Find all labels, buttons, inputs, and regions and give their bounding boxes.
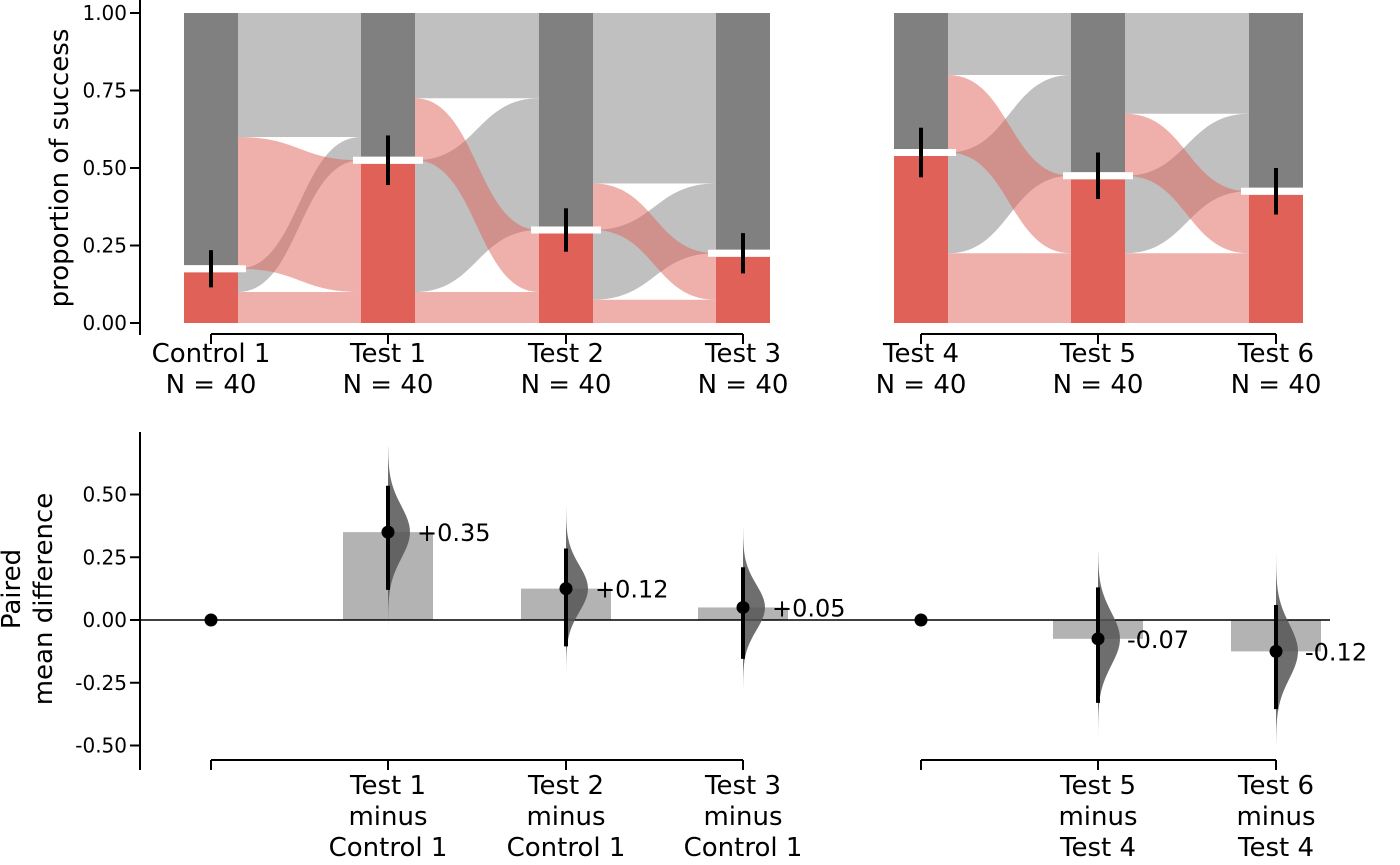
x-tick-n-label: N = 40: [343, 370, 434, 400]
flow-fail-to-fail: [415, 13, 539, 99]
y-tick-label: 1.00: [82, 1, 127, 25]
flow-fail-to-fail: [1125, 13, 1249, 114]
x-tick-n-label: N = 40: [521, 370, 612, 400]
y-tick-label: 0.00: [82, 311, 127, 335]
x-tick-label: minus: [1236, 802, 1315, 832]
success-bar: [1249, 194, 1303, 323]
failure-bar: [716, 13, 770, 250]
bootstrap-half-violin: [1098, 552, 1120, 738]
effect-size-label: -0.12: [1305, 638, 1367, 666]
x-tick-label: Test 2: [527, 771, 604, 801]
effect-size-labels: +0.35 +0.12 +0.05 -0.07 -0.12: [417, 519, 1367, 666]
flow-fail-to-success: [1125, 113, 1249, 254]
flow-fail-to-fail: [593, 13, 716, 184]
x-tick-label: Test 3: [704, 339, 781, 369]
effect-size-points: [204, 485, 1283, 710]
effect-size-label: +0.35: [417, 519, 491, 547]
proportion-y-axis-label: proportion of success: [45, 29, 75, 308]
bootstrap-half-violin: [388, 446, 410, 631]
x-tick-label: Test 6: [1237, 771, 1314, 801]
x-tick-n-label: N = 40: [1231, 370, 1322, 400]
success-bar: [361, 163, 415, 323]
y-tick-label: 0.75: [82, 79, 127, 103]
x-tick-label: Test 5: [1059, 339, 1136, 369]
x-tick-label: Test 5: [1059, 771, 1136, 801]
x-tick-label: minus: [703, 802, 782, 832]
x-tick-label: Control 1: [329, 833, 448, 863]
x-tick-n-label: N = 40: [876, 370, 967, 400]
sankey-flows: [238, 13, 1249, 323]
x-tick-label: Control 1: [152, 339, 271, 369]
y-tick-label: 0.25: [82, 545, 127, 569]
reference-point: [204, 613, 218, 627]
flow-fail-to-fail: [948, 13, 1071, 75]
bootstrap-half-violin: [743, 527, 765, 688]
effect-size-point: [559, 582, 573, 596]
x-tick-label: Test 4: [1237, 833, 1314, 863]
effect-size-label: +0.05: [772, 594, 846, 622]
flow-fail-to-success: [238, 137, 361, 292]
effect-size-point: [736, 600, 750, 614]
y-tick-label: 0.50: [82, 483, 127, 507]
flow-fail-to-success: [593, 183, 716, 300]
flow-success-to-success: [1125, 253, 1249, 323]
effect-size-label: -0.07: [1127, 626, 1189, 654]
x-tick-n-label: N = 40: [698, 370, 789, 400]
effect-size-point: [1091, 632, 1105, 646]
failure-bar: [894, 13, 948, 149]
x-tick-label: Control 1: [684, 833, 803, 863]
bootstrap-distributions: [388, 446, 1298, 743]
flow-success-to-success: [948, 253, 1071, 323]
x-tick-n-label: N = 40: [166, 370, 257, 400]
x-tick-label: minus: [348, 802, 427, 832]
effect-size-point: [1269, 644, 1283, 658]
bootstrap-half-violin: [1276, 552, 1298, 743]
x-tick-label: Control 1: [507, 833, 626, 863]
success-bar: [894, 156, 948, 323]
failure-bar: [539, 13, 593, 227]
flow-fail-to-fail: [238, 13, 361, 137]
success-bar: [1071, 179, 1125, 323]
x-tick-label: Test 1: [349, 771, 426, 801]
x-tick-label: minus: [526, 802, 605, 832]
y-tick-label: 0.25: [82, 234, 127, 258]
x-tick-label: Test 2: [527, 339, 604, 369]
effect-size-label: +0.12: [595, 576, 669, 604]
delta-y-axis-label-line-1: Paired: [0, 549, 27, 629]
y-tick-label: -0.25: [75, 671, 127, 695]
failure-bar: [1071, 13, 1125, 173]
x-tick-label: Test 3: [704, 771, 781, 801]
x-tick-label: Test 4: [882, 339, 959, 369]
x-tick-label: minus: [1058, 802, 1137, 832]
flow-fail-to-success: [948, 75, 1071, 254]
x-tick-n-label: N = 40: [1053, 370, 1144, 400]
reference-point: [914, 613, 928, 627]
failure-bar: [1249, 13, 1303, 188]
x-tick-label: Test 4: [1059, 833, 1136, 863]
flow-fail-to-success: [415, 98, 539, 292]
y-tick-label: 0.00: [82, 608, 127, 632]
flow-success-to-success: [415, 292, 539, 323]
delta-y-axis-label-line-2: mean difference: [29, 493, 59, 706]
y-tick-label: -0.50: [75, 734, 127, 758]
y-tick-label: 0.50: [82, 156, 127, 180]
flow-success-to-success: [238, 292, 361, 323]
failure-bar: [361, 13, 415, 157]
effect-size-point: [381, 525, 395, 539]
delta-plot: +0.35+0.12+0.05-0.07 -0.12 Test 1minusCon…: [0, 432, 1367, 863]
proportion-error-bars: [209, 127, 1278, 288]
x-tick-label: Test 6: [1237, 339, 1314, 369]
x-tick-label: Test 1: [349, 339, 426, 369]
flow-success-to-success: [593, 299, 716, 323]
failure-bar: [184, 13, 238, 266]
bootstrap-half-violin: [566, 507, 588, 671]
